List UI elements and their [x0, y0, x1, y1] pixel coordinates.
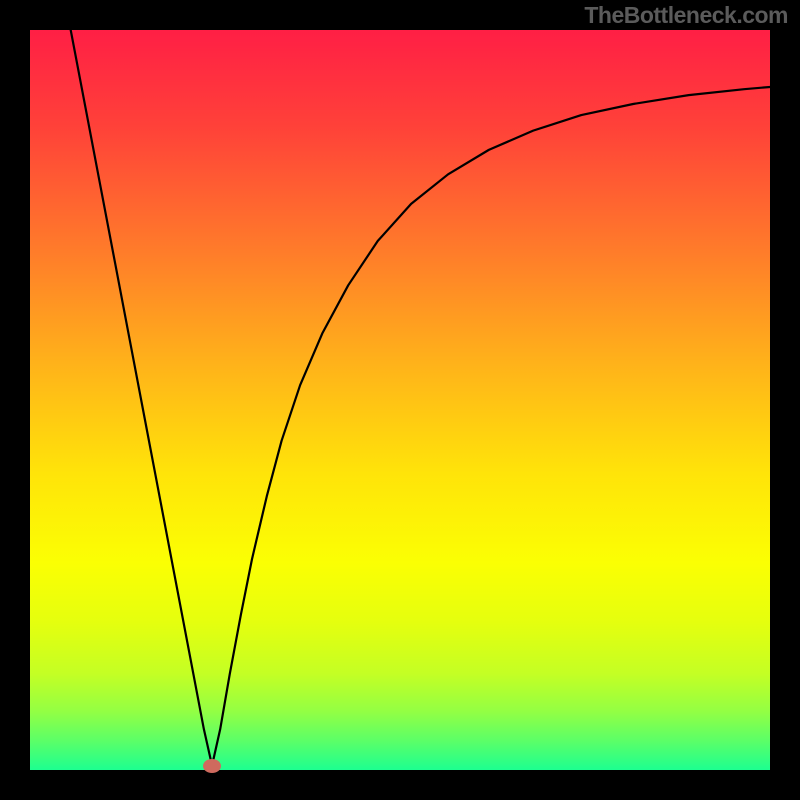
chart-container: TheBottleneck.com — [0, 0, 800, 800]
optimal-point-marker — [203, 759, 221, 773]
plot-area — [30, 30, 770, 770]
bottleneck-curve — [71, 30, 770, 766]
curve-svg — [30, 30, 770, 770]
watermark-text: TheBottleneck.com — [584, 2, 788, 29]
